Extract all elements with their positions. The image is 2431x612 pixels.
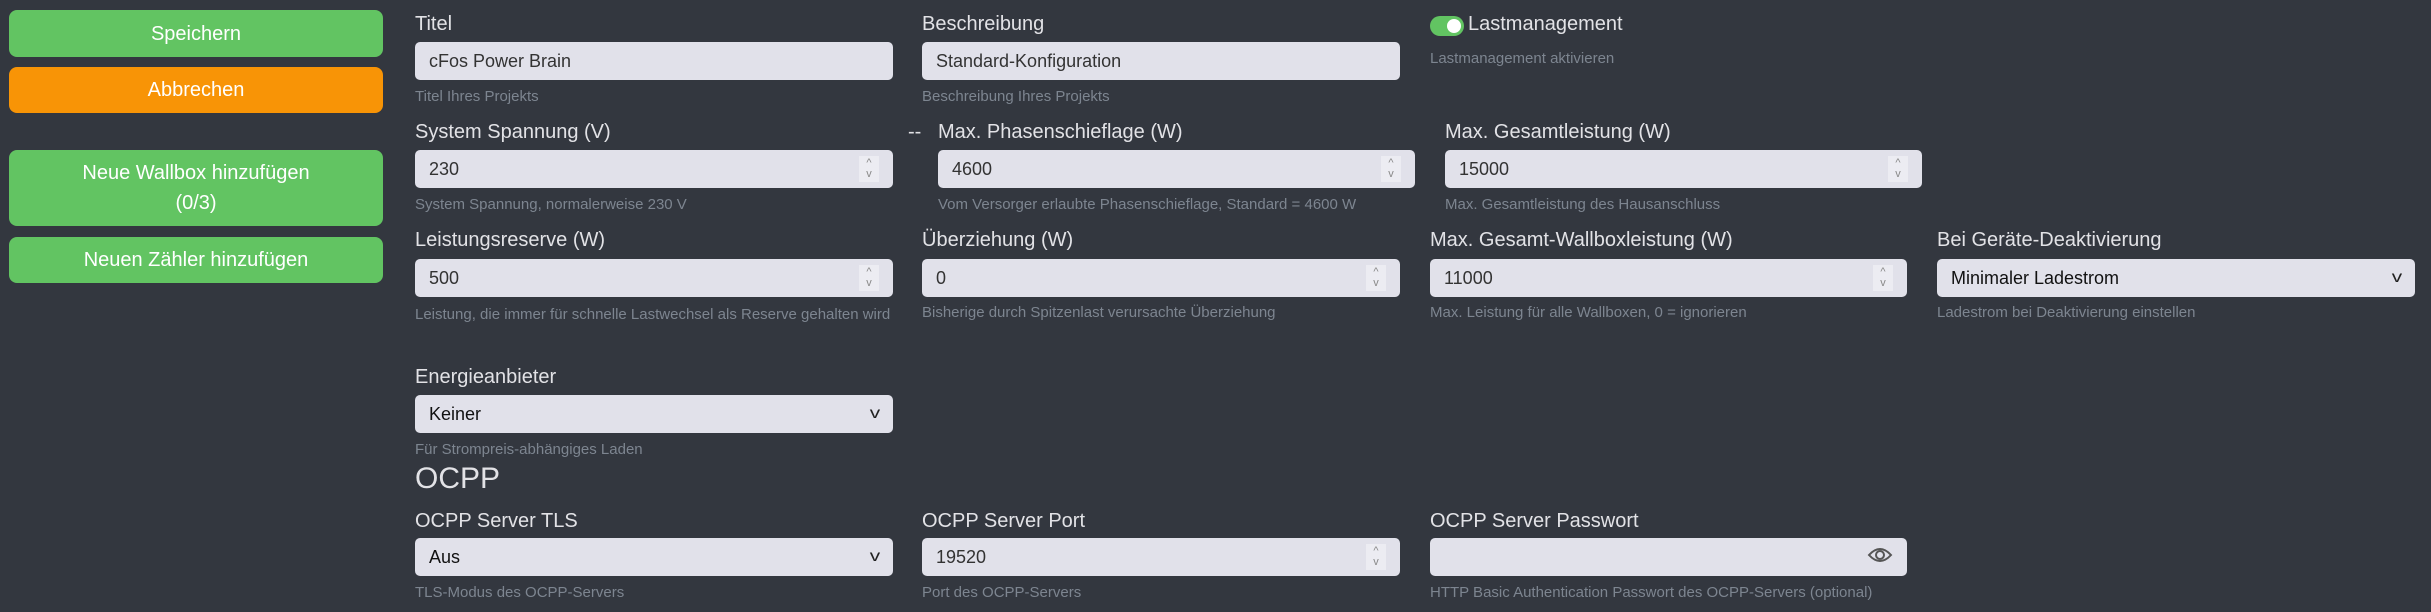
ocpp-port-input[interactable]: 19520 ^ v	[922, 538, 1400, 576]
cancel-button[interactable]: Abbrechen	[9, 67, 383, 113]
chevron-down-icon: v	[869, 405, 881, 422]
spinner-icon[interactable]: ^ v	[859, 156, 879, 182]
voltage-input[interactable]: 230 ^ v	[415, 150, 893, 188]
add-wallbox-button[interactable]: Neue Wallbox hinzufügen (0/3)	[9, 150, 383, 226]
title-value: cFos Power Brain	[429, 50, 572, 71]
overdraw-help: Bisherige durch Spitzenlast verursachte …	[922, 304, 1276, 321]
ocpp-tls-label: OCPP Server TLS	[415, 510, 578, 532]
spinner-icon[interactable]: ^ v	[859, 265, 879, 291]
energy-provider-value: Keiner	[429, 403, 482, 424]
spinner-icon[interactable]: ^ v	[1366, 544, 1386, 570]
phase-imbalance-value: 4600	[952, 158, 993, 179]
deactivation-select[interactable]: Minimaler Ladestrom v	[1937, 259, 2415, 297]
energy-provider-label: Energieanbieter	[415, 366, 557, 388]
ocpp-heading: OCPP	[415, 462, 501, 495]
chevron-down-icon: v	[2391, 269, 2403, 286]
description-label: Beschreibung	[922, 13, 1045, 35]
voltage-label: System Spannung (V)	[415, 121, 611, 143]
deactivation-help: Ladestrom bei Deaktivierung einstellen	[1937, 304, 2196, 321]
description-input[interactable]: Standard-Konfiguration	[922, 42, 1400, 80]
voltage-help: System Spannung, normalerweise 230 V	[415, 196, 687, 213]
overdraw-label: Überziehung (W)	[922, 229, 1074, 251]
spinner-icon[interactable]: ^ v	[1381, 156, 1401, 182]
phase-imbalance-label: Max. Phasenschieflage (W)	[938, 121, 1183, 143]
ocpp-tls-select[interactable]: Aus v	[415, 538, 893, 576]
max-total-input[interactable]: 15000 ^ v	[1445, 150, 1922, 188]
max-wallbox-label: Max. Gesamt-Wallboxleistung (W)	[1430, 229, 1733, 251]
overdraw-input[interactable]: 0 ^ v	[922, 259, 1400, 297]
ocpp-password-label: OCPP Server Passwort	[1430, 510, 1639, 532]
ocpp-tls-value: Aus	[429, 546, 461, 567]
title-help: Titel Ihres Projekts	[415, 88, 539, 105]
load-management-label: Lastmanagement	[1468, 13, 1623, 35]
separator: --	[908, 121, 922, 143]
reserve-label: Leistungsreserve (W)	[415, 229, 606, 251]
wallbox-count: (0/3)	[175, 192, 217, 214]
spinner-icon[interactable]: ^ v	[1873, 265, 1893, 291]
description-value: Standard-Konfiguration	[936, 50, 1122, 71]
ocpp-port-help: Port des OCPP-Servers	[922, 584, 1082, 601]
eye-icon[interactable]	[1867, 545, 1893, 570]
deactivation-label: Bei Geräte-Deaktivierung	[1937, 229, 2162, 251]
reserve-input[interactable]: 500 ^ v	[415, 259, 893, 297]
ocpp-port-label: OCPP Server Port	[922, 510, 1086, 532]
energy-provider-select[interactable]: Keiner v	[415, 395, 893, 433]
reserve-value: 500	[429, 267, 460, 288]
ocpp-tls-help: TLS-Modus des OCPP-Servers	[415, 584, 625, 601]
phase-imbalance-input[interactable]: 4600 ^ v	[938, 150, 1415, 188]
reserve-help: Leistung, die immer für schnelle Lastwec…	[415, 306, 891, 323]
add-wallbox-label: Neue Wallbox hinzufügen	[82, 162, 310, 184]
chevron-down-icon: v	[869, 548, 881, 565]
spinner-icon[interactable]: ^ v	[1888, 156, 1908, 182]
spinner-icon[interactable]: ^ v	[1366, 265, 1386, 291]
max-total-value: 15000	[1459, 158, 1510, 179]
max-wallbox-help: Max. Leistung für alle Wallboxen, 0 = ig…	[1430, 304, 1747, 321]
max-total-help: Max. Gesamtleistung des Hausanschluss	[1445, 196, 1721, 213]
add-meter-button[interactable]: Neuen Zähler hinzufügen	[9, 237, 383, 283]
phase-imbalance-help: Vom Versorger erlaubte Phasenschieflage,…	[938, 196, 1357, 213]
max-total-label: Max. Gesamtleistung (W)	[1445, 121, 1671, 143]
load-management-help: Lastmanagement aktivieren	[1430, 50, 1615, 67]
ocpp-password-input[interactable]	[1430, 538, 1907, 576]
ocpp-password-help: HTTP Basic Authentication Passwort des O…	[1430, 584, 1873, 601]
save-button[interactable]: Speichern	[9, 10, 383, 57]
overdraw-value: 0	[936, 267, 947, 288]
deactivation-value: Minimaler Ladestrom	[1951, 267, 2120, 288]
ocpp-port-value: 19520	[936, 546, 987, 567]
title-input[interactable]: cFos Power Brain	[415, 42, 893, 80]
max-wallbox-value: 11000	[1444, 267, 1493, 288]
title-label: Titel	[415, 13, 453, 35]
max-wallbox-input[interactable]: 11000 ^ v	[1430, 259, 1907, 297]
load-management-toggle[interactable]	[1430, 16, 1464, 36]
energy-provider-help: Für Strompreis-abhängiges Laden	[415, 441, 643, 458]
voltage-value: 230	[429, 158, 460, 179]
description-help: Beschreibung Ihres Projekts	[922, 88, 1110, 105]
